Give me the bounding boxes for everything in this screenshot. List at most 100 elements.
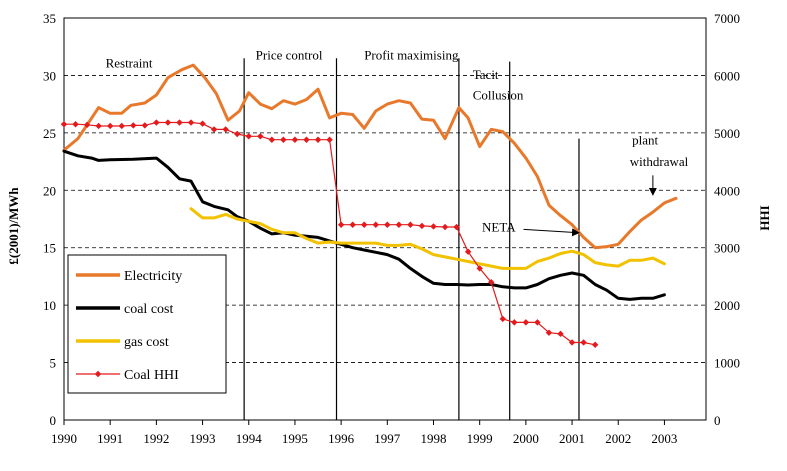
data-point-coal-hhi [210,126,218,133]
y2-tick-label: 7000 [714,11,740,26]
plot-frame [63,17,707,421]
data-point-coal-hhi [395,221,403,228]
legend-label: Coal HHI [124,368,179,383]
series-lines [60,63,678,348]
data-point-coal-hhi [83,121,91,129]
data-point-coal-hhi [568,339,576,346]
series-line-coal-cost [62,149,666,301]
x-tick-label: 1994 [236,431,263,446]
data-point-coal-hhi [222,126,229,133]
y-tick-label: 15 [43,241,56,256]
annotation-text: Price control [256,47,323,62]
x-tick-label: 1992 [143,431,169,446]
x-tick-label: 2003 [651,431,677,446]
annotation-text: Collusion [473,88,524,103]
data-point-coal-hhi [106,122,114,130]
x-tick-label: 1998 [420,431,446,446]
annotation-text: Profit maximising [364,47,459,62]
data-point-coal-hhi [545,329,553,336]
x-tick-label: 1991 [97,431,123,446]
data-point-coal-hhi [407,221,414,228]
data-point-coal-hhi [384,221,391,228]
x-tick-label: 1993 [190,431,216,446]
x-tick-labels: 1990 1991 1992 1993 1994 1995 1996 1997 1998 1999… [51,420,677,446]
x-tick-label: 1990 [51,431,77,446]
data-point-coal-hhi [234,130,241,138]
data-point-coal-hhi [557,330,564,338]
data-point-coal-hhi [326,136,333,143]
data-point-coal-hhi [95,122,102,130]
annotation-text: withdrawal [630,154,689,169]
x-tick-label: 1997 [374,431,401,446]
data-point-coal-hhi [499,315,506,323]
x-tick-label: 1995 [282,431,308,446]
annotations: Restraint Price control Profit maximising T… [106,47,689,234]
data-point-coal-hhi [441,223,449,231]
data-point-coal-hhi [176,119,183,126]
annotation-text: Restraint [106,55,153,70]
data-point-coal-hhi [118,122,125,130]
data-point-coal-hhi [314,136,322,143]
x-tick-label: 2001 [559,431,585,446]
data-point-coal-hhi [245,133,252,140]
y2-tick-label: 2000 [714,298,740,313]
series-line-gas-cost [189,207,666,270]
phase-dividers [243,58,580,420]
y2-tick-label: 5000 [714,126,740,141]
data-point-coal-hhi [534,319,541,326]
data-point-coal-hhi [153,119,160,126]
data-point-coal-hhi [268,136,276,143]
data-point-coal-hhi [141,122,149,129]
y2-tick-label: 3000 [714,241,740,256]
data-point-coal-hhi [187,119,195,126]
y-axis-title-left: £(2001)/MWh [6,187,21,265]
data-point-coal-hhi [476,265,483,272]
plot-border [63,17,707,421]
data-point-coal-hhi [164,119,172,126]
y-tick-labels-right: 0 1000 2000 3000 4000 5000 6000 7000 [714,11,740,428]
legend-marker [94,370,102,378]
legend-label: Electricity [124,269,182,284]
data-point-coal-hhi [511,319,518,326]
series-line-electricity [62,63,678,250]
data-point-coal-hhi [591,341,599,348]
legend: Electricity coal cost gas cost Coal HHI [67,254,227,394]
y-tick-label: 35 [43,11,56,26]
x-tick-label: 1999 [467,431,493,446]
legend-label: gas cost [124,335,169,350]
data-point-coal-hhi [430,223,437,230]
y-axis-title-right: HHI [757,205,772,230]
y2-tick-label: 4000 [714,183,740,198]
neta-arrow [523,228,580,237]
data-point-coal-hhi [199,120,206,127]
data-point-coal-hhi [349,221,356,228]
data-point-coal-hhi [337,221,345,228]
y-tick-label: 25 [43,126,56,141]
data-point-coal-hhi [372,221,379,228]
data-point-coal-hhi [418,222,426,230]
data-point-coal-hhi [488,278,495,286]
data-point-coal-hhi [303,136,310,143]
annotation-text: plant [632,132,658,147]
y-tick-label: 5 [50,356,57,371]
data-point-coal-hhi [361,221,368,228]
y-tick-label: 20 [43,183,56,198]
data-point-coal-hhi [453,223,460,231]
annotation-text: Tacit [473,67,499,82]
y-tick-label: 0 [50,413,57,428]
legend-label: coal cost [124,302,173,317]
data-point-coal-hhi [257,133,264,140]
data-point-coal-hhi [72,121,79,128]
annotation-text: NETA [482,220,516,235]
y-tick-label: 30 [43,68,56,83]
annotation-arrows [523,175,657,237]
data-point-coal-hhi [130,122,137,129]
data-point-coal-hhi [280,136,287,143]
data-point-coal-hhi [580,339,587,346]
y2-tick-label: 1000 [714,356,740,371]
y2-tick-label: 6000 [714,68,740,83]
y-tick-labels-left: 0 5 10 15 20 25 30 35 [43,11,56,428]
data-point-coal-hhi [464,248,472,255]
legend-box [67,254,227,394]
